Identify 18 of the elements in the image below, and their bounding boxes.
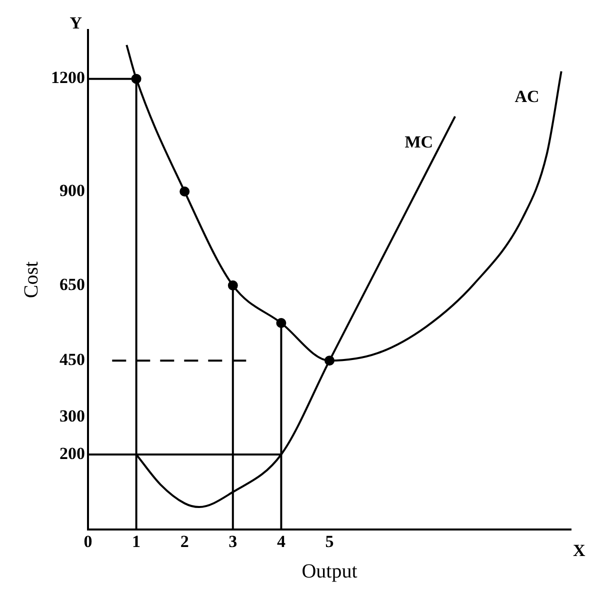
y-tick-label: 300 bbox=[60, 406, 85, 426]
y-tick-label: 900 bbox=[60, 180, 85, 200]
x-tick-label: 1 bbox=[132, 532, 141, 552]
x-tick-label: 4 bbox=[276, 532, 286, 552]
y-tick-label: 450 bbox=[60, 350, 85, 369]
text: Y bbox=[70, 13, 82, 32]
x-tick-label: 0 bbox=[84, 532, 92, 552]
series-label: MC bbox=[404, 132, 434, 152]
x-axis-title: Output bbox=[302, 560, 358, 582]
series-label: AC bbox=[514, 87, 540, 106]
x-tick-label: 2 bbox=[180, 532, 189, 552]
x-tick-label: 5 bbox=[325, 532, 334, 552]
y-axis-title: Cost bbox=[20, 261, 42, 298]
y-tick-label: 650 bbox=[60, 274, 85, 294]
y-tick-label: 200 bbox=[60, 444, 85, 463]
text: X bbox=[573, 540, 586, 560]
x-tick-label: 3 bbox=[228, 532, 238, 552]
y-tick-label: 1200 bbox=[51, 68, 85, 88]
